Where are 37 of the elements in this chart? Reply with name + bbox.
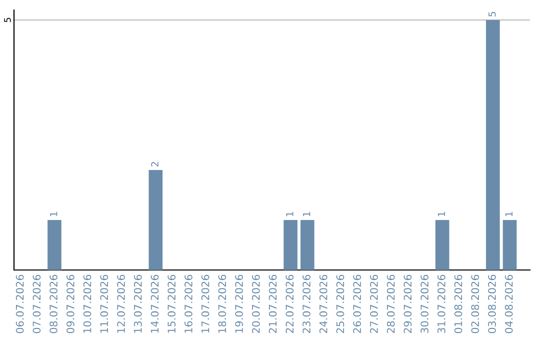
x-tick-label: 01.08.2026 — [454, 274, 462, 334]
x-tick-label: 03.08.2026 — [488, 274, 496, 334]
x-tick-label: 21.07.2026 — [268, 274, 277, 334]
data-label: 5 — [488, 12, 496, 16]
x-tick-label: 13.07.2026 — [134, 274, 142, 333]
data-label: 1 — [286, 212, 294, 216]
x-tick-label: 08.07.2026 — [50, 274, 58, 334]
x-tick-label: 22.07.2026 — [286, 274, 294, 334]
x-tick-label: 06.07.2026 — [16, 274, 24, 334]
x-tick-label: 19.07.2026 — [235, 274, 243, 333]
x-tick-label: 31.07.2026 — [437, 274, 446, 334]
x-tick-label: 02.08.2026 — [471, 274, 480, 334]
x-tick-label: 10.07.2026 — [83, 274, 92, 333]
x-tick-label: 12.07.2026 — [117, 274, 125, 333]
x-tick-label: 28.07.2026 — [386, 274, 395, 334]
x-tick-label: 24.07.2026 — [319, 274, 328, 334]
x-tick-label: 17.07.2026 — [201, 274, 210, 333]
x-tick-label: 11.07.2026 — [100, 274, 108, 333]
x-tick-label: 16.07.2026 — [184, 274, 192, 333]
x-tick-label: 27.07.2026 — [370, 274, 378, 334]
x-tick-label: 09.07.2026 — [66, 274, 74, 334]
x-tick-label: 23.07.2026 — [302, 274, 310, 334]
x-tick-label: 04.08.2026 — [504, 274, 513, 334]
x-tick-label: 25.07.2026 — [336, 274, 344, 334]
x-tick-label: 14.07.2026 — [150, 274, 159, 333]
data-label: 2 — [151, 162, 158, 167]
data-label: 1 — [505, 212, 512, 216]
x-tick-label: 15.07.2026 — [168, 274, 176, 333]
data-label: 1 — [438, 212, 445, 216]
x-tick-label: 07.07.2026 — [32, 274, 41, 334]
data-label: 1 — [303, 212, 310, 216]
x-tick-label: 26.07.2026 — [353, 274, 362, 334]
x-tick-label: 18.07.2026 — [218, 274, 226, 333]
data-label: 1 — [50, 212, 58, 216]
x-tick-label: 29.07.2026 — [404, 274, 412, 334]
x-tick-label: 30.07.2026 — [420, 274, 428, 334]
x-tick-label: 20.07.2026 — [252, 274, 260, 334]
